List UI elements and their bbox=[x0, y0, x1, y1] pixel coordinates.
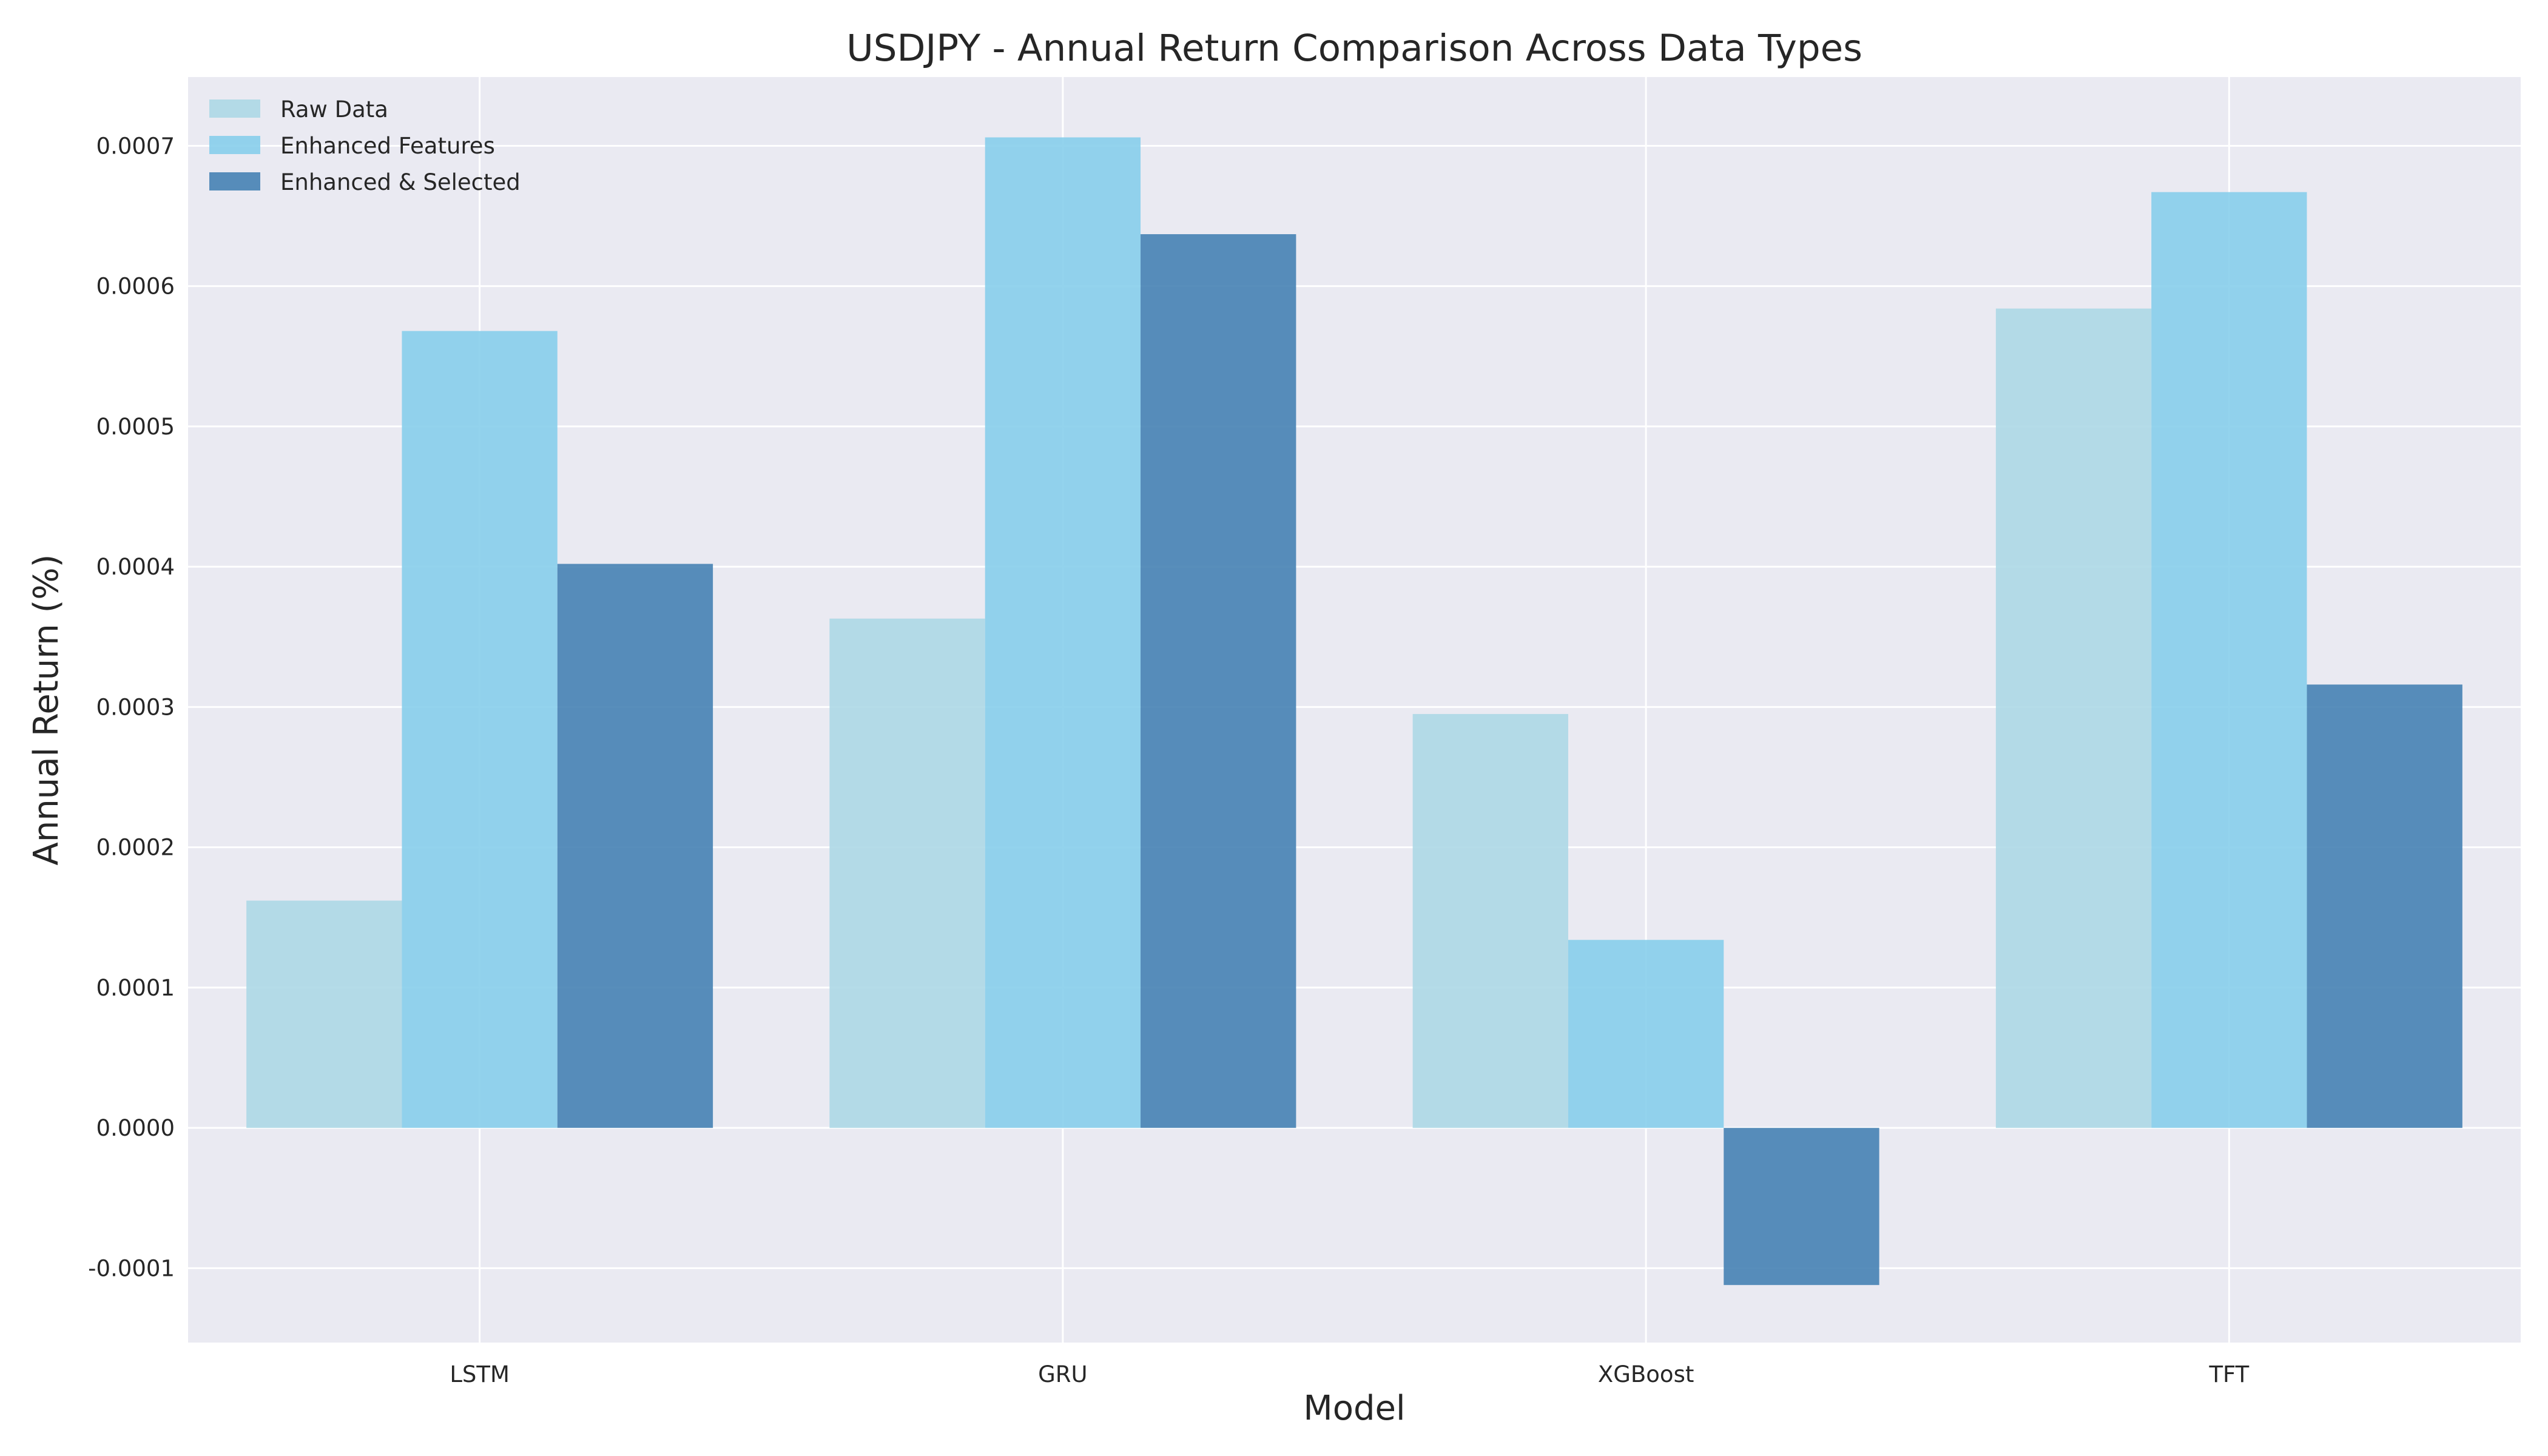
y-axis-label: Annual Return (%) bbox=[27, 554, 66, 866]
y-tick-label: 0.0002 bbox=[96, 835, 175, 861]
legend-label: Enhanced & Selected bbox=[280, 169, 521, 195]
bar-tft-series-1 bbox=[1995, 308, 2152, 1128]
y-tick-label: -0.0001 bbox=[88, 1255, 175, 1281]
legend-swatch bbox=[209, 99, 260, 118]
bar-gru-series-3 bbox=[1141, 234, 1296, 1128]
ticks: -0.0001 0.0000 0.0001 0.0002 0.0003 0.0004 0.0… bbox=[88, 133, 2250, 1387]
legend-label: Enhanced Features bbox=[280, 133, 495, 159]
legend: Raw Data Enhanced Features Enhanced & Sele… bbox=[209, 96, 521, 195]
legend-label: Raw Data bbox=[280, 96, 388, 123]
bar-lstm-series-2 bbox=[402, 331, 558, 1128]
x-axis-label: Model bbox=[1303, 1389, 1405, 1428]
x-tick-label: XGBoost bbox=[1598, 1361, 1694, 1387]
y-tick-label: 0.0006 bbox=[96, 274, 175, 300]
legend-swatch bbox=[209, 172, 260, 190]
bars bbox=[246, 137, 2462, 1286]
bar-lstm-series-3 bbox=[557, 564, 713, 1128]
x-tick-label: GRU bbox=[1038, 1361, 1087, 1387]
bar-gru-series-1 bbox=[829, 618, 985, 1128]
y-tick-label: 0.0001 bbox=[96, 975, 175, 1001]
y-tick-label: 0.0003 bbox=[96, 694, 175, 720]
x-tick-label: LSTM bbox=[450, 1361, 510, 1387]
bar-xgboost-series-1 bbox=[1412, 713, 1568, 1128]
legend-swatch bbox=[209, 136, 260, 154]
y-tick-label: 0.0004 bbox=[96, 554, 175, 580]
y-tick-label: 0.0000 bbox=[96, 1115, 175, 1141]
bar-xgboost-series-2 bbox=[1568, 940, 1724, 1128]
y-tick-label: 0.0007 bbox=[96, 133, 175, 159]
bar-gru-series-2 bbox=[985, 137, 1141, 1128]
bar-tft-series-2 bbox=[2151, 192, 2307, 1128]
chart-title: USDJPY - Annual Return Comparison Across… bbox=[846, 27, 1862, 70]
bar-tft-series-3 bbox=[2307, 684, 2462, 1128]
x-tick-label: TFT bbox=[2208, 1361, 2249, 1387]
bar-lstm-series-1 bbox=[246, 900, 402, 1128]
bar-xgboost-series-3 bbox=[1724, 1128, 1879, 1286]
y-tick-label: 0.0005 bbox=[96, 414, 175, 440]
